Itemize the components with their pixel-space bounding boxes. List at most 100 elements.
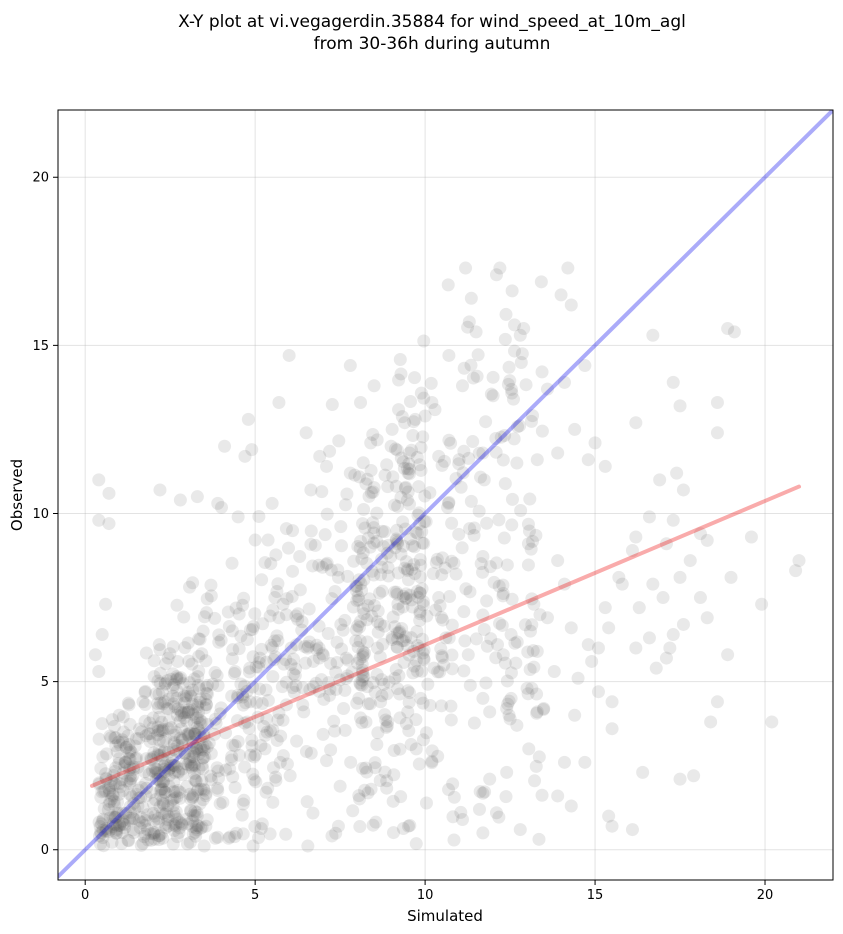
scatter-point xyxy=(424,376,438,390)
scatter-point xyxy=(476,786,490,800)
scatter-point xyxy=(391,632,405,646)
scatter-point xyxy=(390,533,404,547)
scatter-point xyxy=(368,756,382,770)
scatter-point xyxy=(503,712,517,726)
scatter-point xyxy=(181,705,195,719)
scatter-point xyxy=(467,521,481,535)
scatter-point xyxy=(108,818,122,832)
scatter-point xyxy=(458,634,472,648)
scatter-point xyxy=(186,576,200,590)
scatter-point xyxy=(403,532,417,546)
scatter-point xyxy=(133,821,147,835)
scatter-point xyxy=(403,819,417,833)
scatter-point xyxy=(93,820,107,834)
scatter-point xyxy=(133,722,147,736)
scatter-point xyxy=(445,618,459,632)
scatter-point xyxy=(198,737,212,751)
scatter-point xyxy=(158,677,172,691)
scatter-point xyxy=(237,591,251,605)
scatter-point xyxy=(411,526,425,540)
scatter-point xyxy=(162,763,176,777)
scatter-point xyxy=(168,791,182,805)
scatter-point xyxy=(151,749,165,763)
scatter-point xyxy=(445,554,459,568)
scatter-point xyxy=(201,687,215,701)
scatter-point xyxy=(357,669,371,683)
scatter-point xyxy=(353,634,367,648)
scatter-point xyxy=(315,485,329,499)
scatter-point xyxy=(328,585,342,599)
scatter-point xyxy=(423,698,437,712)
scatter-point xyxy=(116,766,130,780)
scatter-point xyxy=(413,613,427,627)
scatter-point xyxy=(127,796,141,810)
scatter-point xyxy=(625,823,639,837)
scatter-point xyxy=(413,586,427,600)
scatter-point xyxy=(446,810,460,824)
scatter-point xyxy=(473,785,487,799)
scatter-point xyxy=(161,745,175,759)
scatter-point xyxy=(94,790,108,804)
scatter-point xyxy=(399,630,413,644)
scatter-point xyxy=(454,805,468,819)
scatter-point xyxy=(476,826,490,840)
scatter-point xyxy=(110,807,124,821)
scatter-point xyxy=(196,762,210,776)
scatter-point xyxy=(192,632,206,646)
scatter-point xyxy=(212,635,226,649)
scatter-point xyxy=(331,563,345,577)
scatter-point xyxy=(100,824,114,838)
scatter-point xyxy=(170,812,184,826)
scatter-point xyxy=(378,525,392,539)
scatter-point xyxy=(354,534,368,548)
scatter-point xyxy=(484,387,498,401)
scatter-point xyxy=(250,695,264,709)
scatter-point xyxy=(354,678,368,692)
scatter-point xyxy=(409,713,423,727)
scatter-point xyxy=(358,646,372,660)
scatter-point xyxy=(151,772,165,786)
scatter-point xyxy=(360,680,374,694)
scatter-point xyxy=(366,676,380,690)
scatter-point xyxy=(109,739,123,753)
scatter-point xyxy=(378,708,392,722)
scatter-point xyxy=(279,608,293,622)
scatter-point xyxy=(581,638,595,652)
scatter-point xyxy=(502,708,516,722)
scatter-point xyxy=(255,817,269,831)
scatter-point xyxy=(160,702,174,716)
scatter-point xyxy=(612,570,626,584)
scatter-point xyxy=(234,677,248,691)
scatter-point xyxy=(289,679,303,693)
scatter-point xyxy=(280,592,294,606)
scatter-point xyxy=(191,723,205,737)
scatter-point xyxy=(480,594,494,608)
scatter-point xyxy=(93,826,107,840)
scatter-point xyxy=(237,793,251,807)
scatter-point xyxy=(445,648,459,662)
scatter-point xyxy=(149,687,163,701)
scatter-point xyxy=(414,386,428,400)
scatter-point xyxy=(391,537,405,551)
scatter-point xyxy=(169,817,183,831)
scatter-point xyxy=(173,815,187,829)
scatter-point xyxy=(235,808,249,822)
scatter-point xyxy=(96,823,110,837)
scatter-point xyxy=(313,449,327,463)
scatter-point xyxy=(105,835,119,849)
scatter-point xyxy=(358,521,372,535)
scatter-point xyxy=(200,592,214,606)
scatter-point xyxy=(367,521,381,535)
scatter-point xyxy=(197,782,211,796)
scatter-point xyxy=(585,654,599,668)
scatter-point xyxy=(255,573,269,587)
scatter-point xyxy=(152,710,166,724)
scatter-point xyxy=(361,697,375,711)
scatter-point xyxy=(144,827,158,841)
scatter-point xyxy=(151,696,165,710)
scatter-point xyxy=(106,810,120,824)
scatter-point xyxy=(396,600,410,614)
scatter-point xyxy=(269,770,283,784)
scatter-point xyxy=(358,783,372,797)
scatter-point xyxy=(347,554,361,568)
